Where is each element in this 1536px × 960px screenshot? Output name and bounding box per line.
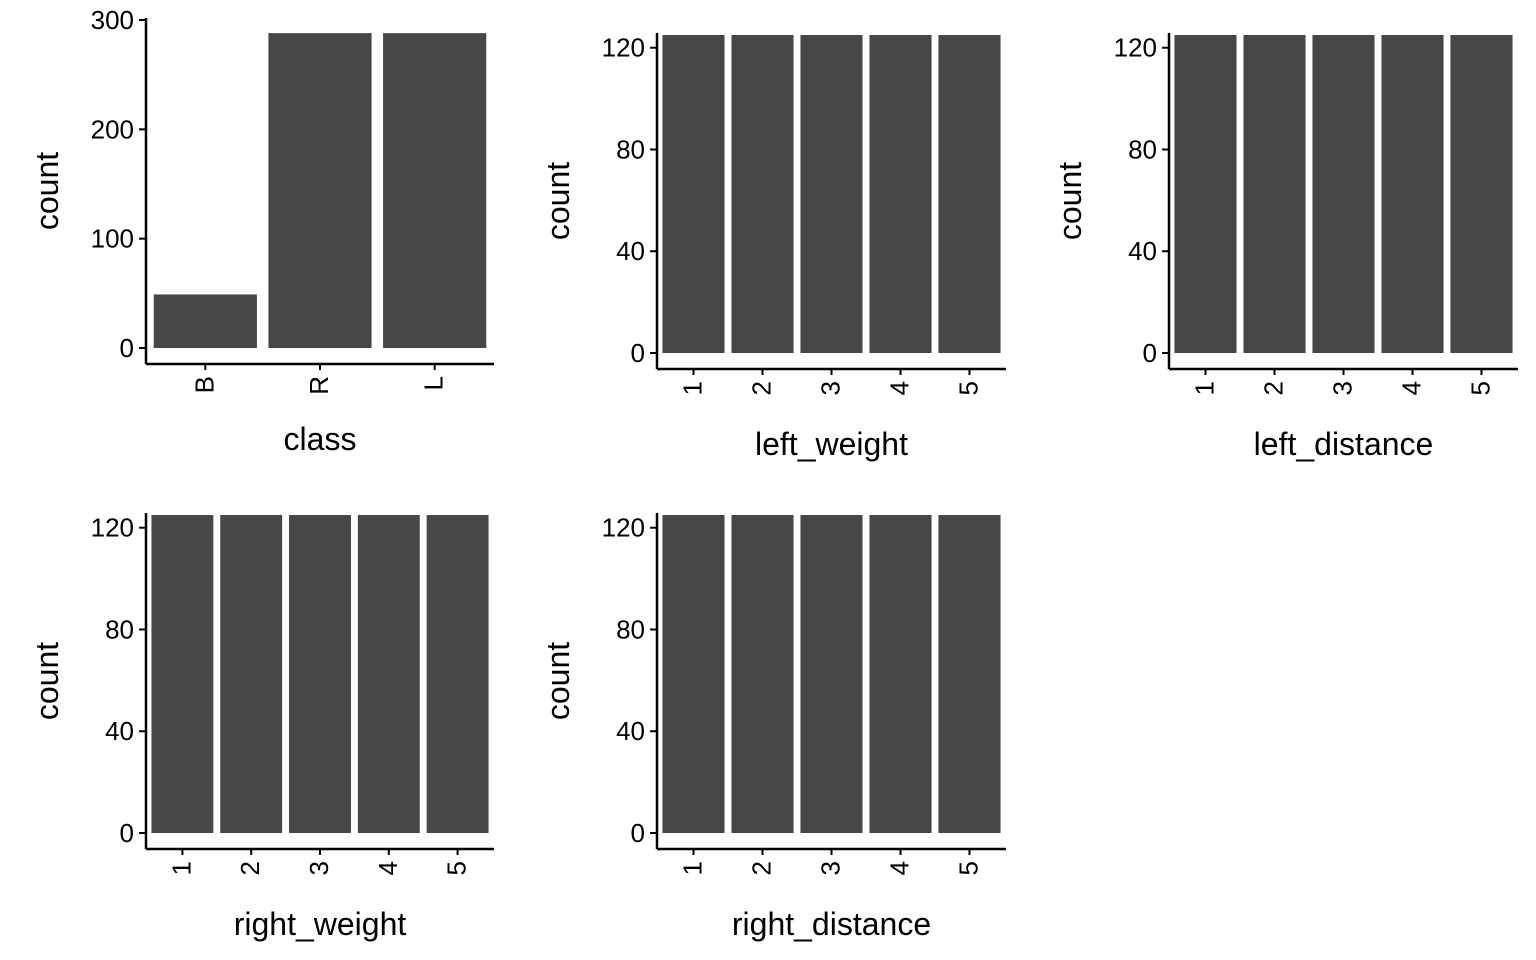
- x-axis-title: left_distance: [1254, 426, 1434, 462]
- bar-right_distance-3: [800, 515, 863, 833]
- y-axis-title: count: [540, 162, 576, 240]
- x-tick-label: 5: [442, 861, 472, 875]
- chart-panel-class: B R L 0 100 200 300 class count: [29, 5, 494, 457]
- y-tick-label: 120: [91, 513, 134, 543]
- x-tick-label: 5: [954, 381, 984, 395]
- bar-left_distance-5: [1450, 35, 1513, 353]
- bar-class-L: [383, 33, 487, 349]
- x-tick-label: 4: [885, 861, 915, 875]
- y-axis-title: count: [540, 642, 576, 720]
- bar-left_weight-2: [731, 35, 794, 353]
- y-tick-label: 80: [105, 614, 134, 644]
- y-tick-label: 40: [105, 716, 134, 746]
- bar-right_weight-1: [151, 515, 214, 833]
- y-axis-title: count: [29, 152, 65, 230]
- x-tick-label: 3: [304, 861, 334, 875]
- x-tick-label: 4: [373, 861, 403, 875]
- x-tick-label: 3: [816, 861, 846, 875]
- x-tick-label: 4: [885, 381, 915, 395]
- y-tick-label: 0: [120, 818, 134, 848]
- x-tick-label: 2: [235, 861, 265, 875]
- chart-panel-left_distance: 1 2 3 4 5 0 40 80 120 left_distance count: [1052, 33, 1518, 462]
- bar-right_distance-2: [731, 515, 794, 833]
- chart-panel-right_distance: 1 2 3 4 5 0 40 80 120 right_distance count: [540, 513, 1006, 942]
- bar-right_distance-5: [938, 515, 1001, 833]
- y-tick-label: 200: [91, 114, 134, 144]
- chart-panel-left_weight: 1 2 3 4 5 0 40 80 120 left_weight count: [540, 33, 1006, 462]
- bar-left_distance-2: [1243, 35, 1306, 353]
- x-tick-label: 3: [1328, 381, 1358, 395]
- y-tick-label: 0: [631, 818, 645, 848]
- bar-right_weight-2: [220, 515, 283, 833]
- x-tick-label: 1: [1190, 381, 1220, 395]
- x-tick-label: R: [304, 376, 334, 395]
- x-axis-title: class: [284, 421, 357, 457]
- chart-panel-right_weight: 1 2 3 4 5 0 40 80 120 right_weight count: [29, 513, 494, 942]
- bar-left_weight-5: [938, 35, 1001, 353]
- bar-right_weight-4: [357, 515, 420, 833]
- bar-left_distance-1: [1174, 35, 1237, 353]
- y-axis-title: count: [1052, 162, 1088, 240]
- y-tick-label: 0: [631, 338, 645, 368]
- bar-class-B: [153, 294, 257, 348]
- x-tick-label: 5: [954, 861, 984, 875]
- bar-right_weight-5: [426, 515, 489, 833]
- bar-left_distance-3: [1312, 35, 1375, 353]
- y-tick-label: 120: [602, 513, 645, 543]
- y-tick-label: 80: [1128, 134, 1157, 164]
- x-axis-title: right_weight: [234, 906, 407, 942]
- y-axis-title: count: [29, 642, 65, 720]
- y-tick-label: 40: [1128, 236, 1157, 266]
- y-tick-label: 80: [616, 614, 645, 644]
- y-tick-label: 120: [1114, 33, 1157, 63]
- bar-class-R: [268, 33, 372, 349]
- x-tick-label: 1: [678, 381, 708, 395]
- x-tick-label: L: [419, 376, 449, 390]
- x-tick-label: 2: [747, 381, 777, 395]
- x-tick-label: 3: [816, 381, 846, 395]
- y-tick-label: 0: [120, 333, 134, 363]
- bar-left_distance-4: [1381, 35, 1444, 353]
- bar-right_distance-1: [662, 515, 725, 833]
- x-tick-label: 2: [1259, 381, 1289, 395]
- x-tick-label: 2: [747, 861, 777, 875]
- x-tick-label: 5: [1466, 381, 1496, 395]
- bar-right_distance-4: [869, 515, 932, 833]
- y-tick-label: 40: [616, 716, 645, 746]
- y-tick-label: 80: [616, 134, 645, 164]
- x-tick-label: B: [189, 376, 219, 393]
- x-axis-title: right_distance: [732, 906, 931, 942]
- bar-left_weight-4: [869, 35, 932, 353]
- x-tick-label: 1: [166, 861, 196, 875]
- y-tick-label: 40: [616, 236, 645, 266]
- x-axis-title: left_weight: [755, 426, 908, 462]
- bar-left_weight-1: [662, 35, 725, 353]
- y-tick-label: 300: [91, 5, 134, 35]
- x-tick-label: 1: [678, 861, 708, 875]
- bar-right_weight-3: [289, 515, 351, 833]
- y-tick-label: 0: [1143, 338, 1157, 368]
- x-tick-label: 4: [1397, 381, 1427, 395]
- y-tick-label: 100: [91, 224, 134, 254]
- y-tick-label: 120: [602, 33, 645, 63]
- bar-left_weight-3: [800, 35, 863, 353]
